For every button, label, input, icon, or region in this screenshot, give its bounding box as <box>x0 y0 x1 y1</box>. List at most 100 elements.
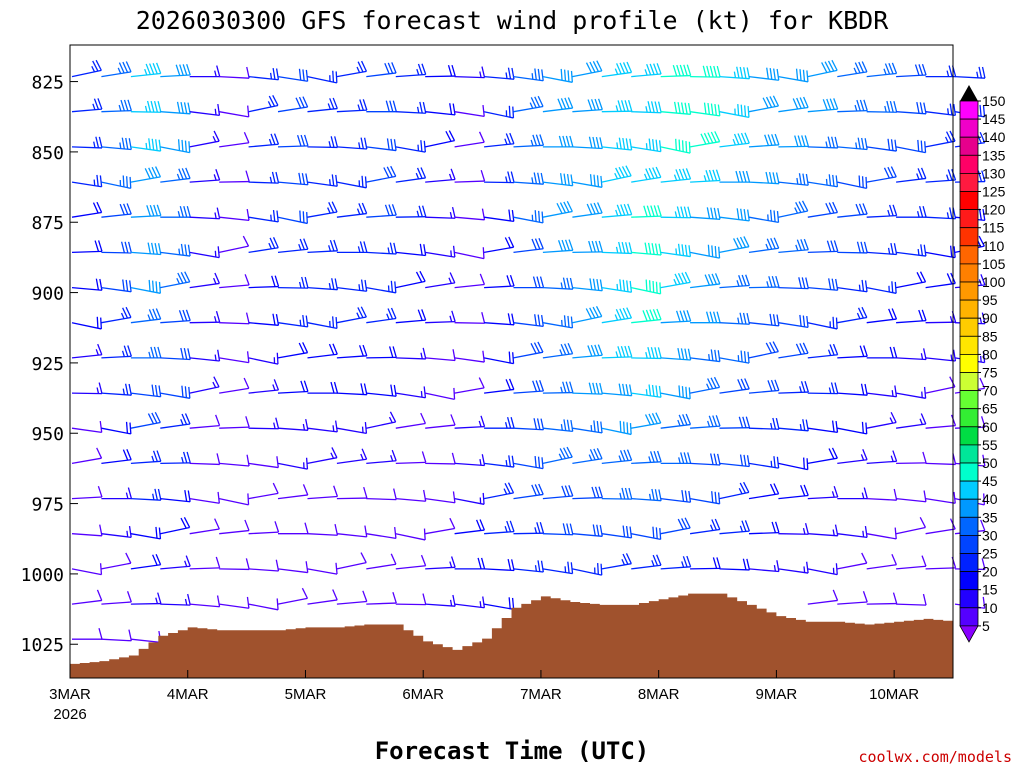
barb-flag <box>889 100 894 113</box>
wind-barb <box>660 64 692 78</box>
barb-flag <box>272 68 276 80</box>
wind-barb <box>248 456 279 469</box>
barb-half-flag <box>853 67 858 74</box>
barb-flag <box>659 528 662 540</box>
barb-shaft <box>601 286 632 293</box>
barb-flag <box>596 524 600 537</box>
barb-half-flag <box>733 71 737 78</box>
barb-flag <box>953 491 956 504</box>
barb-flag <box>658 243 662 256</box>
colorbar-label: 65 <box>982 401 998 417</box>
barb-flag <box>745 416 751 428</box>
wind-barb <box>631 412 662 429</box>
barb-flag <box>651 243 655 255</box>
barb-flag <box>303 134 309 147</box>
barb-flag <box>615 308 622 320</box>
barb-flag <box>420 412 427 424</box>
barb-flag <box>530 342 537 354</box>
barb-flag <box>628 487 633 500</box>
barb-half-flag <box>534 565 538 572</box>
barb-flag <box>423 140 426 153</box>
barb-flag <box>482 104 485 117</box>
barb-shaft <box>366 317 397 324</box>
wind-barb <box>307 316 338 330</box>
wind-barb <box>248 68 280 81</box>
barb-flag <box>276 456 279 468</box>
barb-flag <box>559 202 567 214</box>
barb-flag <box>894 385 898 397</box>
wind-barb <box>277 210 308 225</box>
barb-flag <box>335 562 338 575</box>
barb-flag <box>185 309 191 321</box>
barb-shaft <box>778 533 809 535</box>
barb-flag <box>805 419 809 431</box>
barb-shaft <box>866 214 897 218</box>
barb-shaft <box>837 286 868 293</box>
colorbar-label: 120 <box>982 202 1006 218</box>
barb-flag <box>244 274 250 286</box>
barb-flag <box>702 65 707 78</box>
wind-barb <box>307 174 338 187</box>
barb-shaft <box>631 392 661 398</box>
wind-barb <box>542 446 573 465</box>
barb-half-flag <box>767 214 769 221</box>
colorbar-swatch <box>959 299 979 319</box>
barb-flag <box>773 237 780 249</box>
barb-flag <box>391 449 397 462</box>
barb-half-flag <box>448 277 452 284</box>
wind-barb <box>719 104 750 119</box>
barb-flag <box>948 65 953 77</box>
barb-flag <box>182 451 188 464</box>
barb-flag <box>97 240 103 252</box>
barb-flag <box>700 133 707 145</box>
barb-flag <box>447 65 453 77</box>
barb-flag <box>510 171 515 183</box>
barb-half-flag <box>531 73 534 80</box>
barb-flag <box>153 346 159 359</box>
barb-flag <box>95 278 100 291</box>
barb-flag <box>362 590 368 602</box>
wind-barb <box>778 200 809 218</box>
barb-flag <box>977 170 983 182</box>
barb-half-flag <box>736 280 740 287</box>
barb-shaft <box>572 533 603 537</box>
barb-half-flag <box>858 284 861 291</box>
wind-barb <box>219 377 250 394</box>
y-tick-label: 825 <box>31 73 64 94</box>
barb-flag <box>560 343 567 355</box>
barb-shaft <box>896 319 927 324</box>
wind-barb <box>71 240 103 254</box>
barb-shaft <box>866 286 897 294</box>
wind-barb <box>366 411 397 429</box>
barb-half-flag <box>303 462 305 469</box>
wind-barb <box>866 62 898 78</box>
barb-flag <box>626 422 629 434</box>
barb-flag <box>709 65 714 78</box>
wind-barb <box>395 63 427 78</box>
wind-barb <box>631 526 662 541</box>
wind-barb <box>807 98 839 113</box>
barb-shaft <box>248 427 279 430</box>
wind-barb <box>336 306 367 324</box>
barb-flag <box>538 237 544 249</box>
barb-shaft <box>631 146 661 153</box>
barb-shaft <box>336 497 367 500</box>
wind-barb <box>660 101 692 115</box>
barb-flag <box>566 446 573 458</box>
barb-flag <box>95 136 100 148</box>
barb-half-flag <box>328 245 332 252</box>
barb-flag <box>273 133 280 145</box>
barb-shaft <box>395 565 426 570</box>
barb-shaft <box>307 599 338 605</box>
barb-flag <box>599 279 603 291</box>
wind-barb <box>71 420 103 434</box>
barb-flag <box>629 280 633 293</box>
barb-shaft <box>601 533 632 539</box>
barb-flag <box>742 558 747 570</box>
barb-shaft <box>160 497 191 503</box>
barb-shaft <box>631 73 662 78</box>
barb-flag <box>681 490 685 502</box>
barb-flag <box>216 595 221 607</box>
